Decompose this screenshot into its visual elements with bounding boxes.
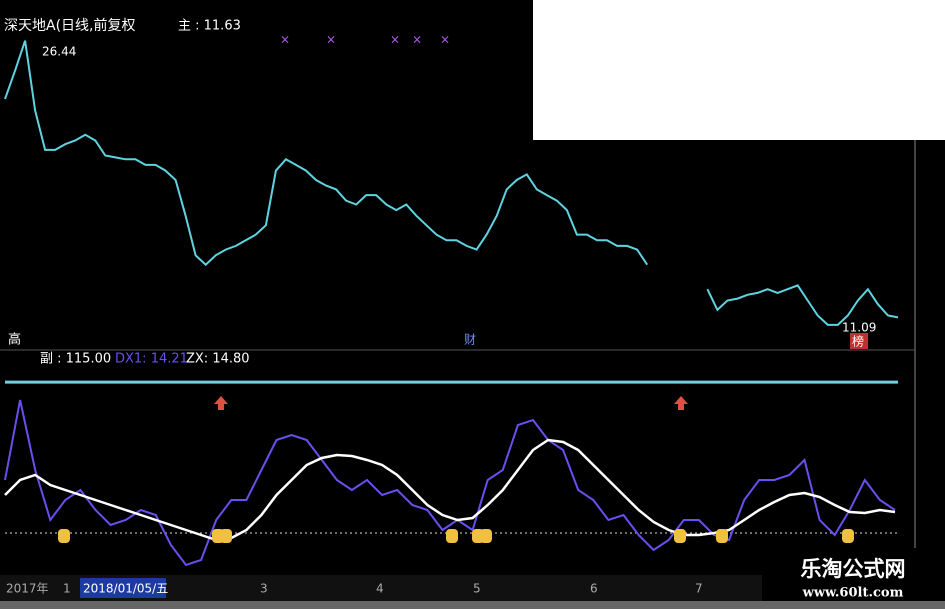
up-arrow	[674, 396, 688, 410]
legend-entry: ZX: 14.80	[186, 352, 250, 367]
signal-x: ×	[412, 33, 422, 47]
signal-x: ×	[280, 33, 290, 47]
bottom-band	[0, 601, 945, 609]
marker: 财	[464, 333, 476, 347]
signal	[58, 529, 70, 543]
watermark-bg	[762, 548, 945, 601]
time-label: 2017年	[6, 582, 49, 596]
marker-bg	[850, 333, 868, 349]
signal	[220, 529, 232, 543]
high-label: 26.44	[42, 45, 76, 59]
time-label: 6	[590, 582, 598, 596]
time-label: 2018/01/05/五	[83, 582, 168, 596]
main-value: 主 : 11.63	[178, 19, 241, 34]
watermark-url: www.60lt.com	[802, 586, 904, 601]
signal	[716, 529, 728, 543]
line	[4, 40, 649, 267]
up-arrow	[214, 396, 228, 410]
signal	[842, 529, 854, 543]
line	[706, 284, 899, 326]
date-highlight	[80, 578, 166, 598]
panel-label: 高	[8, 332, 21, 348]
time-label: 1	[63, 582, 71, 596]
signal-x: ×	[326, 33, 336, 47]
time-label: 5	[473, 582, 481, 596]
line	[4, 438, 896, 542]
signal-x: ×	[390, 33, 400, 47]
up-arrows	[214, 396, 688, 410]
signal	[446, 529, 458, 543]
stock-title: 深天地A(日线,前复权	[4, 17, 136, 34]
line	[4, 399, 896, 567]
signal-marks: × × × × ×	[280, 33, 450, 47]
signal-x: ×	[440, 33, 450, 47]
marker: 榜	[852, 334, 864, 349]
signal	[674, 529, 686, 543]
buy-signals	[58, 529, 854, 543]
time-label: 4	[376, 582, 384, 596]
blank-area	[533, 0, 945, 140]
time-label: 7	[695, 582, 703, 596]
time-label: 3	[260, 582, 268, 596]
indicator-title: 副 : 115.00	[40, 352, 111, 367]
signal	[480, 529, 492, 543]
legend-entry: DX1: 14.21	[115, 352, 188, 367]
watermark-title: 乐淘公式网	[801, 557, 906, 581]
low-label: 11.09	[842, 321, 876, 335]
